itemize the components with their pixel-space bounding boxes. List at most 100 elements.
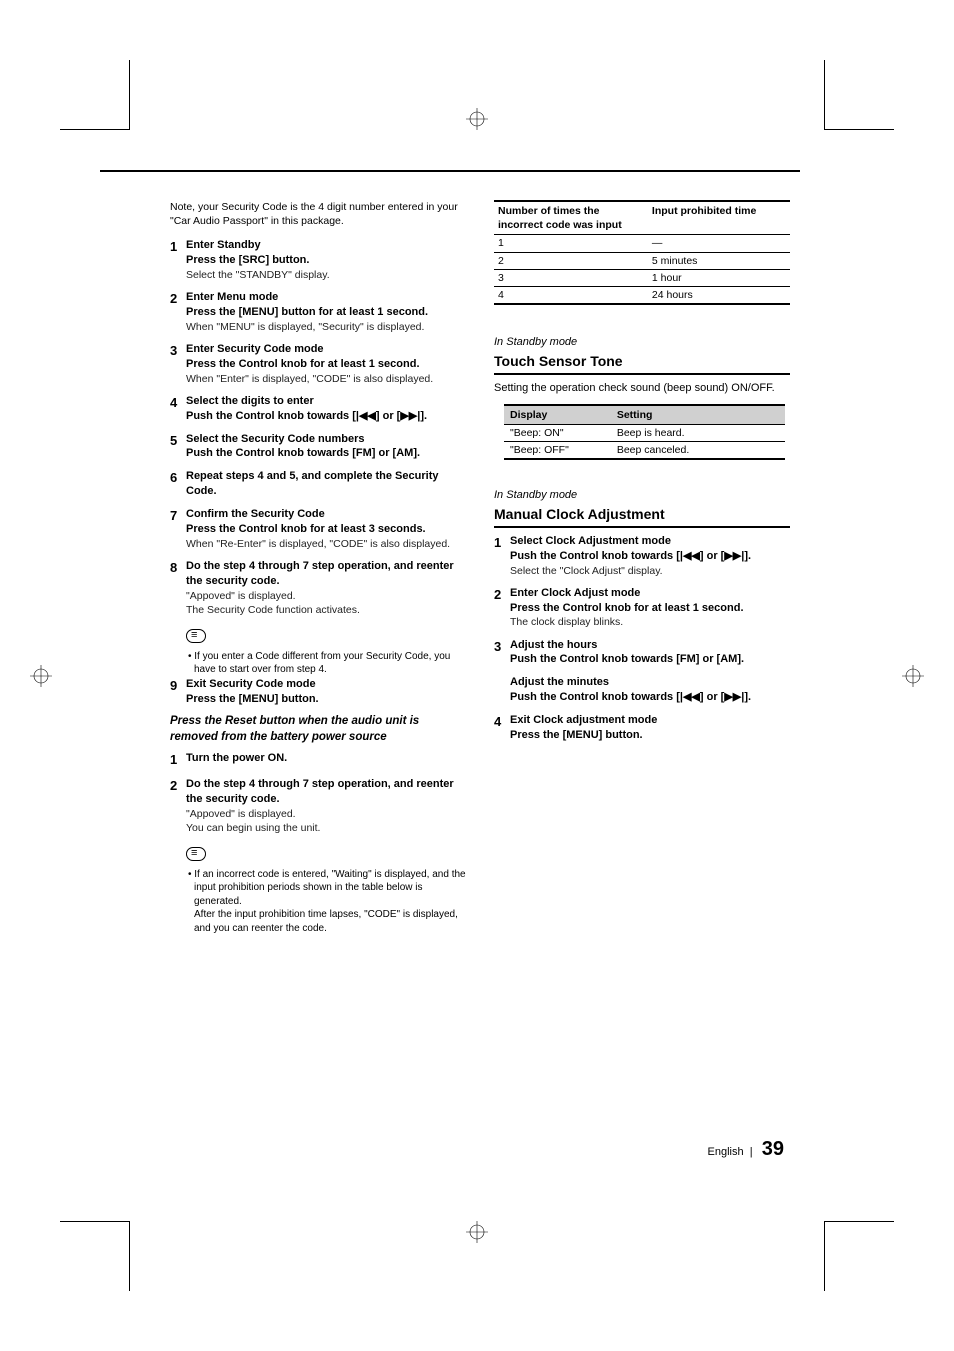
prohibition-table: Number of times the incorrect code was i… (494, 200, 790, 305)
step-title: Select Clock Adjustment mode (510, 534, 790, 549)
step-action: Push the Control knob towards [|◀◀] or [… (186, 409, 466, 424)
step-title: Select the digits to enter (186, 394, 466, 409)
note-icon (186, 847, 206, 861)
note-body: If an incorrect code is entered, "Waitin… (194, 869, 466, 934)
registration-mark-icon (466, 108, 488, 130)
step-item: 2Do the step 4 through 7 step operation,… (170, 777, 466, 835)
table-row: 25 minutes (494, 252, 790, 269)
step-title: Enter Menu mode (186, 290, 466, 305)
table-cell: "Beep: ON" (504, 424, 611, 441)
step-number: 9 (170, 677, 186, 707)
step-action: Press the [MENU] button for at least 1 s… (186, 305, 466, 320)
language-label: English (708, 1146, 744, 1158)
step-item: 2Enter Clock Adjust modePress the Contro… (494, 586, 790, 630)
step-item: 3Enter Security Code modePress the Contr… (170, 342, 466, 386)
step-item: 3Adjust the hours Push the Control knob t… (494, 638, 790, 705)
step-title: Enter Standby (186, 238, 466, 253)
step-action: Press the Control knob for at least 3 se… (186, 522, 466, 537)
step-item: 7Confirm the Security CodePress the Cont… (170, 507, 466, 551)
note-text: • If you enter a Code different from you… (186, 650, 466, 677)
page-content: Note, your Security Code is the 4 digit … (170, 200, 790, 935)
intro-note: Note, your Security Code is the 4 digit … (170, 200, 466, 228)
step-title: Do the step 4 through 7 step operation, … (186, 559, 466, 589)
step-desc: Select the "Clock Adjust" display. (510, 564, 790, 578)
step-subaction: Push the Control knob towards [|◀◀] or [… (510, 690, 790, 705)
step-item: 4Select the digits to enterPush the Cont… (170, 394, 466, 424)
step-action: Press the Control knob for at least 1 se… (186, 357, 466, 372)
step-action: Press the Control knob for at least 1 se… (510, 601, 790, 616)
step-number: 1 (170, 238, 186, 282)
step-title: Confirm the Security Code (186, 507, 466, 522)
section-heading: Manual Clock Adjustment (494, 505, 790, 528)
step-item: 8Do the step 4 through 7 step operation,… (170, 559, 466, 617)
table-cell: Beep is heard. (611, 424, 785, 441)
step-title: Exit Security Code mode (186, 677, 466, 692)
step-subtitle: Adjust the minutes (510, 675, 790, 690)
step-number: 2 (494, 586, 510, 630)
table-cell: 5 minutes (648, 252, 790, 269)
step-item: 4Exit Clock adjustment modePress the [ME… (494, 713, 790, 743)
step-number: 4 (170, 394, 186, 424)
page-number: 39 (762, 1138, 784, 1160)
crop-mark (60, 60, 130, 130)
table-cell: Beep canceled. (611, 441, 785, 459)
step-desc: Select the "STANDBY" display. (186, 268, 466, 282)
table-header: Number of times the incorrect code was i… (494, 201, 648, 235)
step-number: 3 (170, 342, 186, 386)
step-number: 8 (170, 559, 186, 617)
step-title: Enter Clock Adjust mode (510, 586, 790, 601)
section-heading: Touch Sensor Tone (494, 352, 790, 375)
step-action: Press the [SRC] button. (186, 253, 466, 268)
step-item: 5Select the Security Code numbersPush th… (170, 432, 466, 462)
step-desc: When "MENU" is displayed, "Security" is … (186, 320, 466, 334)
note-body: If you enter a Code different from your … (194, 651, 450, 676)
step-number: 1 (170, 751, 186, 769)
crop-mark (824, 1221, 894, 1291)
step-number: 4 (494, 713, 510, 743)
step-action: Push the Control knob towards [FM] or [A… (186, 446, 466, 461)
crop-mark (60, 1221, 130, 1291)
step-action: Press the [MENU] button. (510, 728, 790, 743)
table-row: "Beep: ON"Beep is heard. (504, 424, 785, 441)
table-row: 1— (494, 235, 790, 252)
table-header: Setting (611, 405, 785, 425)
table-cell: — (648, 235, 790, 252)
registration-mark-icon (466, 1221, 488, 1243)
step-number: 3 (494, 638, 510, 705)
step-number: 2 (170, 777, 186, 835)
right-column: Number of times the incorrect code was i… (494, 200, 790, 935)
step-action: Press the [MENU] button. (186, 692, 466, 707)
step-action: Push the Control knob towards [|◀◀] or [… (510, 549, 790, 564)
table-cell: "Beep: OFF" (504, 441, 611, 459)
step-item: 9 Exit Security Code mode Press the [MEN… (170, 677, 466, 707)
left-column: Note, your Security Code is the 4 digit … (170, 200, 466, 935)
step-number: 2 (170, 290, 186, 334)
step-desc: The clock display blinks. (510, 615, 790, 629)
step-desc: When "Enter" is displayed, "CODE" is als… (186, 372, 466, 386)
table-row: "Beep: OFF"Beep canceled. (504, 441, 785, 459)
step-item: 1Enter StandbyPress the [SRC] button.Sel… (170, 238, 466, 282)
top-rule (100, 170, 800, 172)
step-item: 6Repeat steps 4 and 5, and complete the … (170, 469, 466, 499)
table-header: Input prohibited time (648, 201, 790, 235)
step-title: Do the step 4 through 7 step operation, … (186, 777, 466, 807)
step-number: 5 (170, 432, 186, 462)
table-cell: 4 (494, 286, 648, 304)
table-cell: 24 hours (648, 286, 790, 304)
step-title: Adjust the hours (510, 638, 790, 653)
step-title: Select the Security Code numbers (186, 432, 466, 447)
step-desc: When "Re-Enter" is displayed, "CODE" is … (186, 537, 466, 551)
table-cell: 2 (494, 252, 648, 269)
registration-mark-icon (30, 665, 52, 687)
note-text: • If an incorrect code is entered, "Wait… (186, 868, 466, 936)
page-footer: English | 39 (708, 1138, 784, 1161)
step-item: 2Enter Menu modePress the [MENU] button … (170, 290, 466, 334)
table-cell: 1 (494, 235, 648, 252)
note-icon (186, 629, 206, 643)
section-desc: Setting the operation check sound (beep … (494, 381, 790, 396)
step-number: 6 (170, 469, 186, 499)
beep-table: Display Setting "Beep: ON"Beep is heard.… (504, 404, 785, 461)
step-number: 7 (170, 507, 186, 551)
table-header: Display (504, 405, 611, 425)
table-cell: 1 hour (648, 269, 790, 286)
